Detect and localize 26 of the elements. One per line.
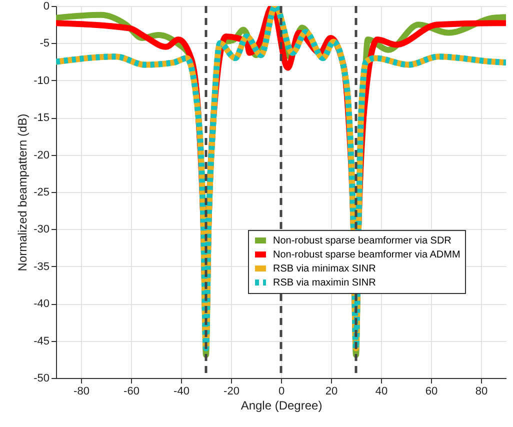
x-tick-label: -40 — [174, 386, 190, 398]
x-tick-label: -20 — [224, 386, 240, 398]
y-tick-label: -5 — [40, 38, 50, 50]
legend-label: Non-robust sparse beamformer via ADMM — [273, 250, 460, 260]
x-tick-label: -80 — [74, 386, 90, 398]
legend-label: Non-robust sparse beamformer via SDR — [273, 236, 452, 246]
y-tick-label: -15 — [34, 112, 50, 124]
y-tick-label: -35 — [34, 260, 50, 273]
x-tick-label: 0 — [278, 386, 285, 398]
x-tick-label: 60 — [425, 386, 438, 398]
y-tick-label: -50 — [34, 372, 50, 384]
y-tick-label: 0 — [43, 0, 50, 12]
x-tick-label: -60 — [124, 386, 140, 398]
legend-label: RSB via minimax SINR — [273, 264, 376, 274]
x-axis-title: Angle (Degree) — [240, 398, 322, 412]
y-tick-label: -20 — [34, 149, 50, 162]
y-axis-title: Normalized beampattern (dB) — [16, 114, 30, 272]
y-tick-label: -10 — [34, 74, 50, 87]
x-tick-label: 40 — [375, 386, 388, 398]
y-tick-label: -25 — [34, 186, 50, 198]
legend-label: RSB via maximin SINR — [273, 278, 376, 288]
x-tick-label: 20 — [325, 386, 338, 398]
y-tick-label: -30 — [34, 224, 50, 236]
y-tick-label: -40 — [34, 298, 50, 310]
y-tick-label: -45 — [34, 335, 50, 348]
x-tick-label: 80 — [475, 386, 488, 398]
